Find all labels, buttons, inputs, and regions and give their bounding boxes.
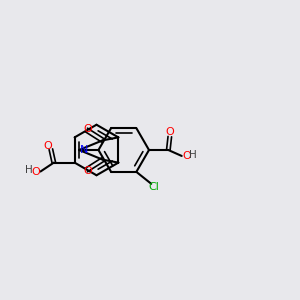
Text: Cl: Cl	[149, 182, 160, 192]
Text: O: O	[83, 166, 92, 176]
Text: O: O	[32, 167, 40, 176]
Text: O: O	[165, 128, 174, 137]
Text: H: H	[25, 165, 33, 176]
Text: H: H	[189, 150, 196, 160]
Text: O: O	[83, 124, 92, 134]
Text: N: N	[80, 145, 88, 155]
Text: O: O	[182, 151, 191, 161]
Text: O: O	[44, 141, 52, 151]
